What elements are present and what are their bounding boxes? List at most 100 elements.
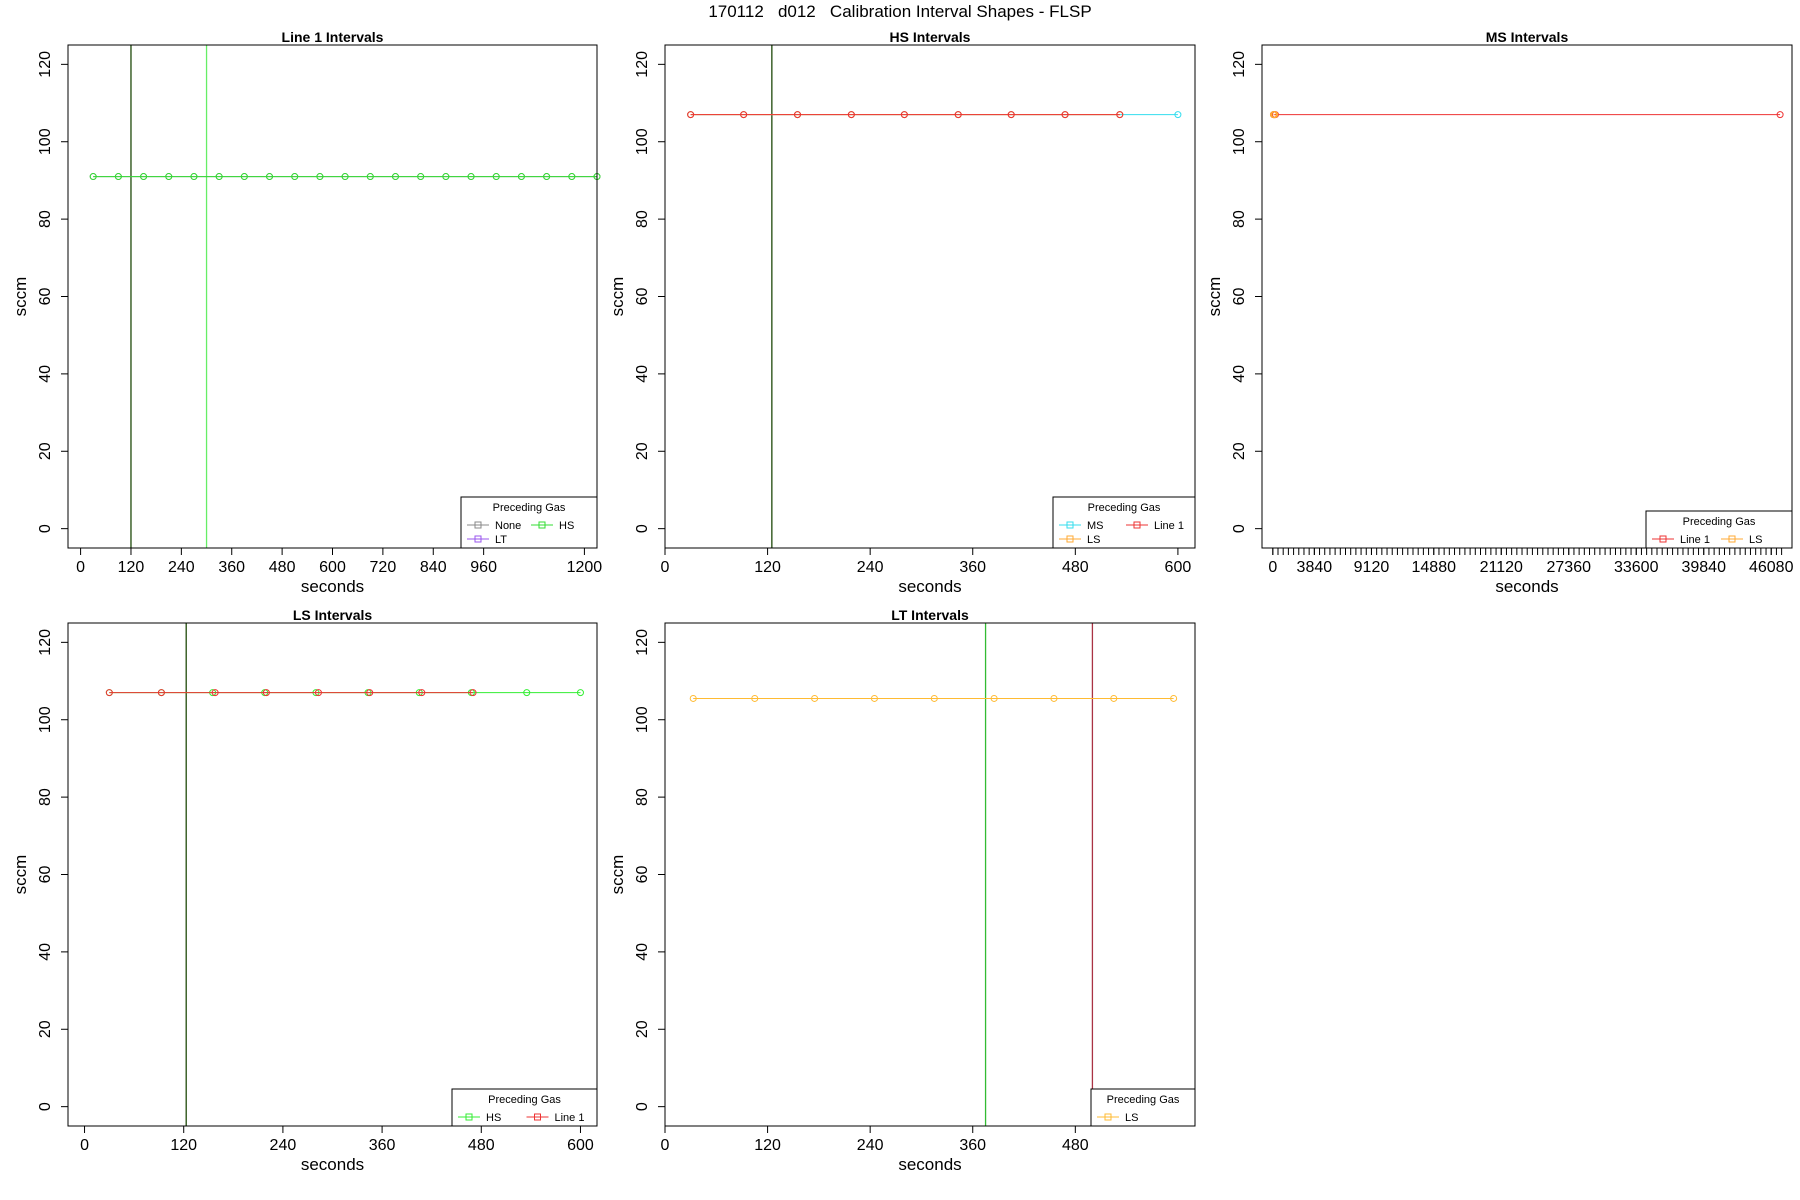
data-point <box>165 173 173 181</box>
x-tick-label: 27360 <box>1547 559 1592 576</box>
y-axis-label: sccm <box>11 855 30 895</box>
y-tick-label: 20 <box>634 1020 651 1038</box>
legend-entry-label: HS <box>559 520 574 532</box>
y-tick-label: 40 <box>634 365 651 383</box>
data-point <box>1007 111 1015 119</box>
y-tick-label: 100 <box>634 128 651 155</box>
data-point <box>105 689 113 697</box>
y-tick-label: 120 <box>1231 51 1248 78</box>
y-tick-label: 120 <box>37 629 54 656</box>
legend: Preceding Gas MS Line 1 LS <box>1052 496 1196 549</box>
legend: Preceding Gas LS <box>1090 1088 1196 1127</box>
legend-title: Preceding Gas <box>1088 502 1161 514</box>
y-tick-label: 120 <box>634 51 651 78</box>
data-point <box>417 173 425 181</box>
y-axis-label: sccm <box>11 277 30 317</box>
chart-title: MS Intervals <box>1486 29 1569 45</box>
y-tick-label: 100 <box>634 706 651 733</box>
x-tick-label: 0 <box>76 559 85 576</box>
x-tick-label: 14880 <box>1412 559 1457 576</box>
legend-swatch-marker <box>538 521 546 529</box>
x-tick-label: 600 <box>319 559 346 576</box>
data-point <box>811 694 819 702</box>
data-point <box>114 173 122 181</box>
legend-entry-label: None <box>495 520 521 532</box>
y-tick-label: 0 <box>37 1102 54 1111</box>
data-point <box>543 173 551 181</box>
x-tick-label: 480 <box>1062 559 1089 576</box>
legend-title: Preceding Gas <box>493 502 566 514</box>
x-tick-label: 240 <box>857 1137 884 1154</box>
x-tick-label: 600 <box>567 1137 594 1154</box>
plot-frame <box>1261 44 1793 549</box>
chart-title: Line 1 Intervals <box>282 29 384 45</box>
chart-title: LT Intervals <box>891 607 969 623</box>
x-tick-label: 0 <box>661 1137 670 1154</box>
y-tick-label: 40 <box>37 943 54 961</box>
legend-entry-label: Line 1 <box>1680 534 1710 546</box>
data-point <box>442 173 450 181</box>
x-tick-label: 360 <box>369 1137 396 1154</box>
x-axis-label: seconds <box>1495 577 1558 596</box>
y-tick-label: 100 <box>37 128 54 155</box>
x-tick-label: 960 <box>470 559 497 576</box>
y-tick-label: 120 <box>37 51 54 78</box>
y-tick-label: 20 <box>634 442 651 460</box>
y-tick-label: 60 <box>1231 288 1248 306</box>
x-axis-label: seconds <box>301 577 364 596</box>
data-point <box>1174 111 1182 119</box>
y-tick-label: 0 <box>37 524 54 533</box>
x-tick-label: 360 <box>218 559 245 576</box>
y-tick-label: 80 <box>634 788 651 806</box>
y-tick-label: 80 <box>37 210 54 228</box>
legend-title: Preceding Gas <box>1683 516 1756 528</box>
legend: Preceding Gas Line 1 LS <box>1645 510 1793 549</box>
y-axis-label: sccm <box>608 855 627 895</box>
data-point <box>794 111 801 119</box>
legend-swatch-marker <box>1104 1113 1112 1121</box>
chart-panel-3: MS Intervals 0 3840 9120 14880 21120 27360 3360… <box>1205 29 1794 596</box>
data-point <box>391 173 399 181</box>
plot-frame <box>67 44 598 549</box>
legend-entry-label: MS <box>1087 520 1104 532</box>
data-point <box>870 694 878 702</box>
legend-title: Preceding Gas <box>488 1094 561 1106</box>
data-point <box>930 694 938 702</box>
x-tick-label: 120 <box>170 1137 197 1154</box>
chart-panel-2: HS Intervals 0 120 240 360 480 600 seconds 0 20 40… <box>608 29 1196 596</box>
x-tick-label: 120 <box>754 559 781 576</box>
x-tick-label: 9120 <box>1354 559 1390 576</box>
y-tick-label: 40 <box>37 365 54 383</box>
data-point <box>366 173 374 181</box>
x-axis-label: seconds <box>898 1155 961 1174</box>
data-point <box>291 173 299 181</box>
data-point <box>1271 111 1279 119</box>
x-tick-label: 360 <box>959 1137 986 1154</box>
y-tick-label: 60 <box>37 866 54 884</box>
y-tick-label: 80 <box>634 210 651 228</box>
legend-swatch-marker <box>1066 535 1074 543</box>
chart-title: LS Intervals <box>293 607 373 623</box>
y-tick-label: 100 <box>37 706 54 733</box>
data-point <box>190 173 198 181</box>
x-tick-label: 240 <box>168 559 195 576</box>
x-tick-label: 21120 <box>1480 559 1523 576</box>
y-tick-label: 60 <box>634 288 651 306</box>
data-point <box>523 689 531 697</box>
data-point <box>1116 111 1124 119</box>
data-point <box>1170 694 1178 702</box>
legend-entry-label: LS <box>1749 534 1762 546</box>
data-point <box>689 694 697 702</box>
data-point <box>240 173 248 181</box>
x-tick-label: 360 <box>959 559 986 576</box>
x-tick-label: 480 <box>269 559 296 576</box>
x-tick-label: 0 <box>661 559 670 576</box>
legend-swatch-marker <box>1659 535 1667 543</box>
y-tick-label: 40 <box>634 943 651 961</box>
x-tick-label: 3840 <box>1297 559 1333 576</box>
legend-entry-label: Line 1 <box>1154 520 1184 532</box>
x-tick-label: 0 <box>1268 559 1277 576</box>
x-axis-label: seconds <box>898 577 961 596</box>
